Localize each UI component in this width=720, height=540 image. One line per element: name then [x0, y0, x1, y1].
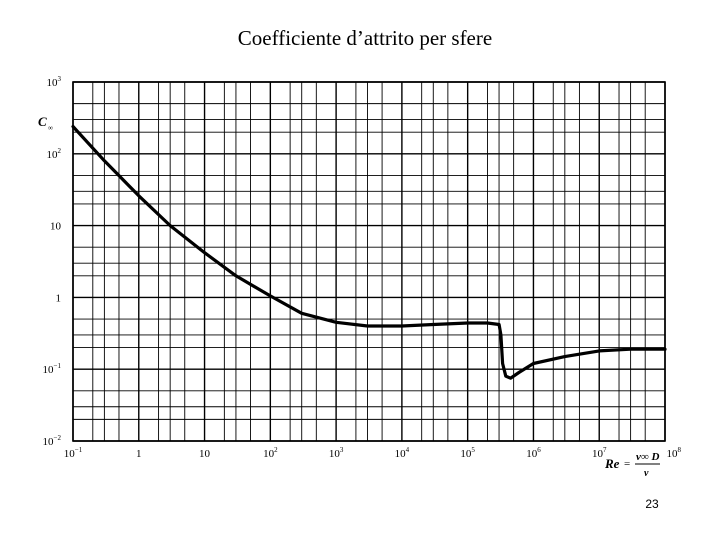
grid-minor	[73, 82, 665, 441]
y-axis-label: C	[38, 114, 47, 129]
x-tick-label: 1	[136, 448, 142, 460]
drag-coefficient-curve	[71, 124, 667, 380]
y-tick-label: 10−2	[43, 434, 62, 448]
y-tick-label: 10	[50, 221, 62, 233]
x-axis-label-equals: =	[624, 458, 630, 470]
plot-frame	[72, 81, 666, 442]
x-axis-label: Re	[604, 456, 620, 471]
x-axis-formula-denominator: ν	[644, 468, 649, 479]
x-tick-labels: 10−1 1 10 102 103 104 105 106 107 108	[64, 446, 682, 460]
x-tick-label: 10	[199, 448, 211, 460]
page-number: 23	[645, 497, 659, 511]
x-tick-label: 105	[460, 446, 475, 460]
x-tick-label: 107	[592, 446, 607, 460]
x-tick-label: 104	[395, 446, 410, 460]
y-axis-label-subscript: ∞	[48, 124, 53, 132]
x-tick-label: 103	[329, 446, 344, 460]
grid-major	[72, 81, 666, 442]
y-tick-label: 1	[56, 292, 62, 304]
y-tick-label: 103	[47, 75, 62, 89]
y-tick-labels: 10−2 10−1 1 10 102 103	[43, 75, 62, 448]
y-tick-label: 10−1	[43, 362, 62, 376]
x-tick-label: 108	[667, 446, 682, 460]
x-tick-label: 10−1	[64, 446, 83, 460]
x-tick-label: 102	[263, 446, 278, 460]
slide-title: Coefficiente d’attrito per sfere	[237, 26, 493, 50]
y-tick-label: 102	[47, 147, 62, 161]
x-tick-label: 106	[526, 446, 541, 460]
x-axis-formula-numerator: v∞ D	[636, 451, 659, 463]
